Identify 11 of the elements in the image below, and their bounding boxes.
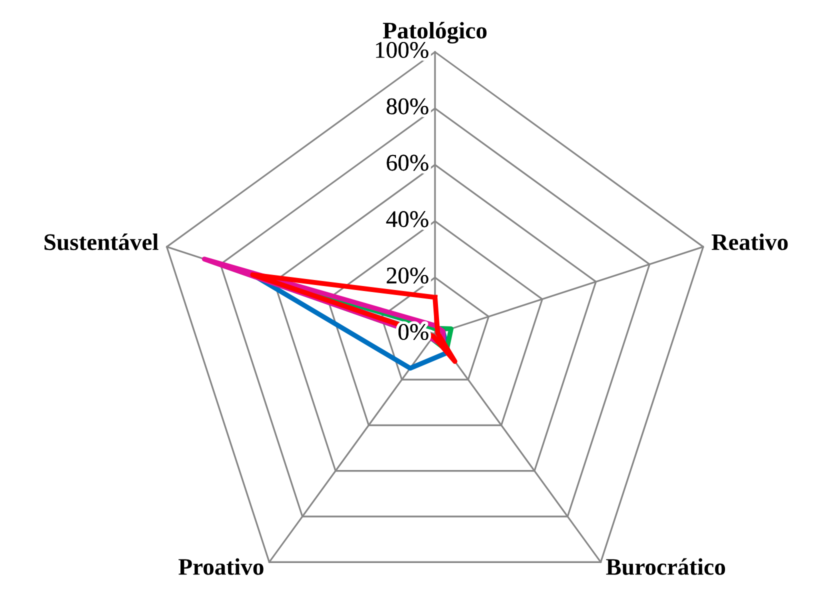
y-tick-label: 0%	[398, 324, 428, 340]
y-tick-label: 40%	[386, 211, 428, 228]
spoke-label: Sustentável	[44, 234, 158, 250]
spoke-label: Reativo	[712, 234, 788, 250]
y-tick-label: 100%	[376, 42, 428, 58]
spoke-label: Patológico	[382, 22, 487, 44]
spoke-label: Burocrático	[606, 558, 726, 575]
y-tick-label: 60%	[386, 154, 428, 171]
spoke-label: Proativo	[178, 558, 264, 575]
y-tick-label: 80%	[386, 98, 428, 114]
y-tick-label: 20%	[386, 268, 428, 284]
